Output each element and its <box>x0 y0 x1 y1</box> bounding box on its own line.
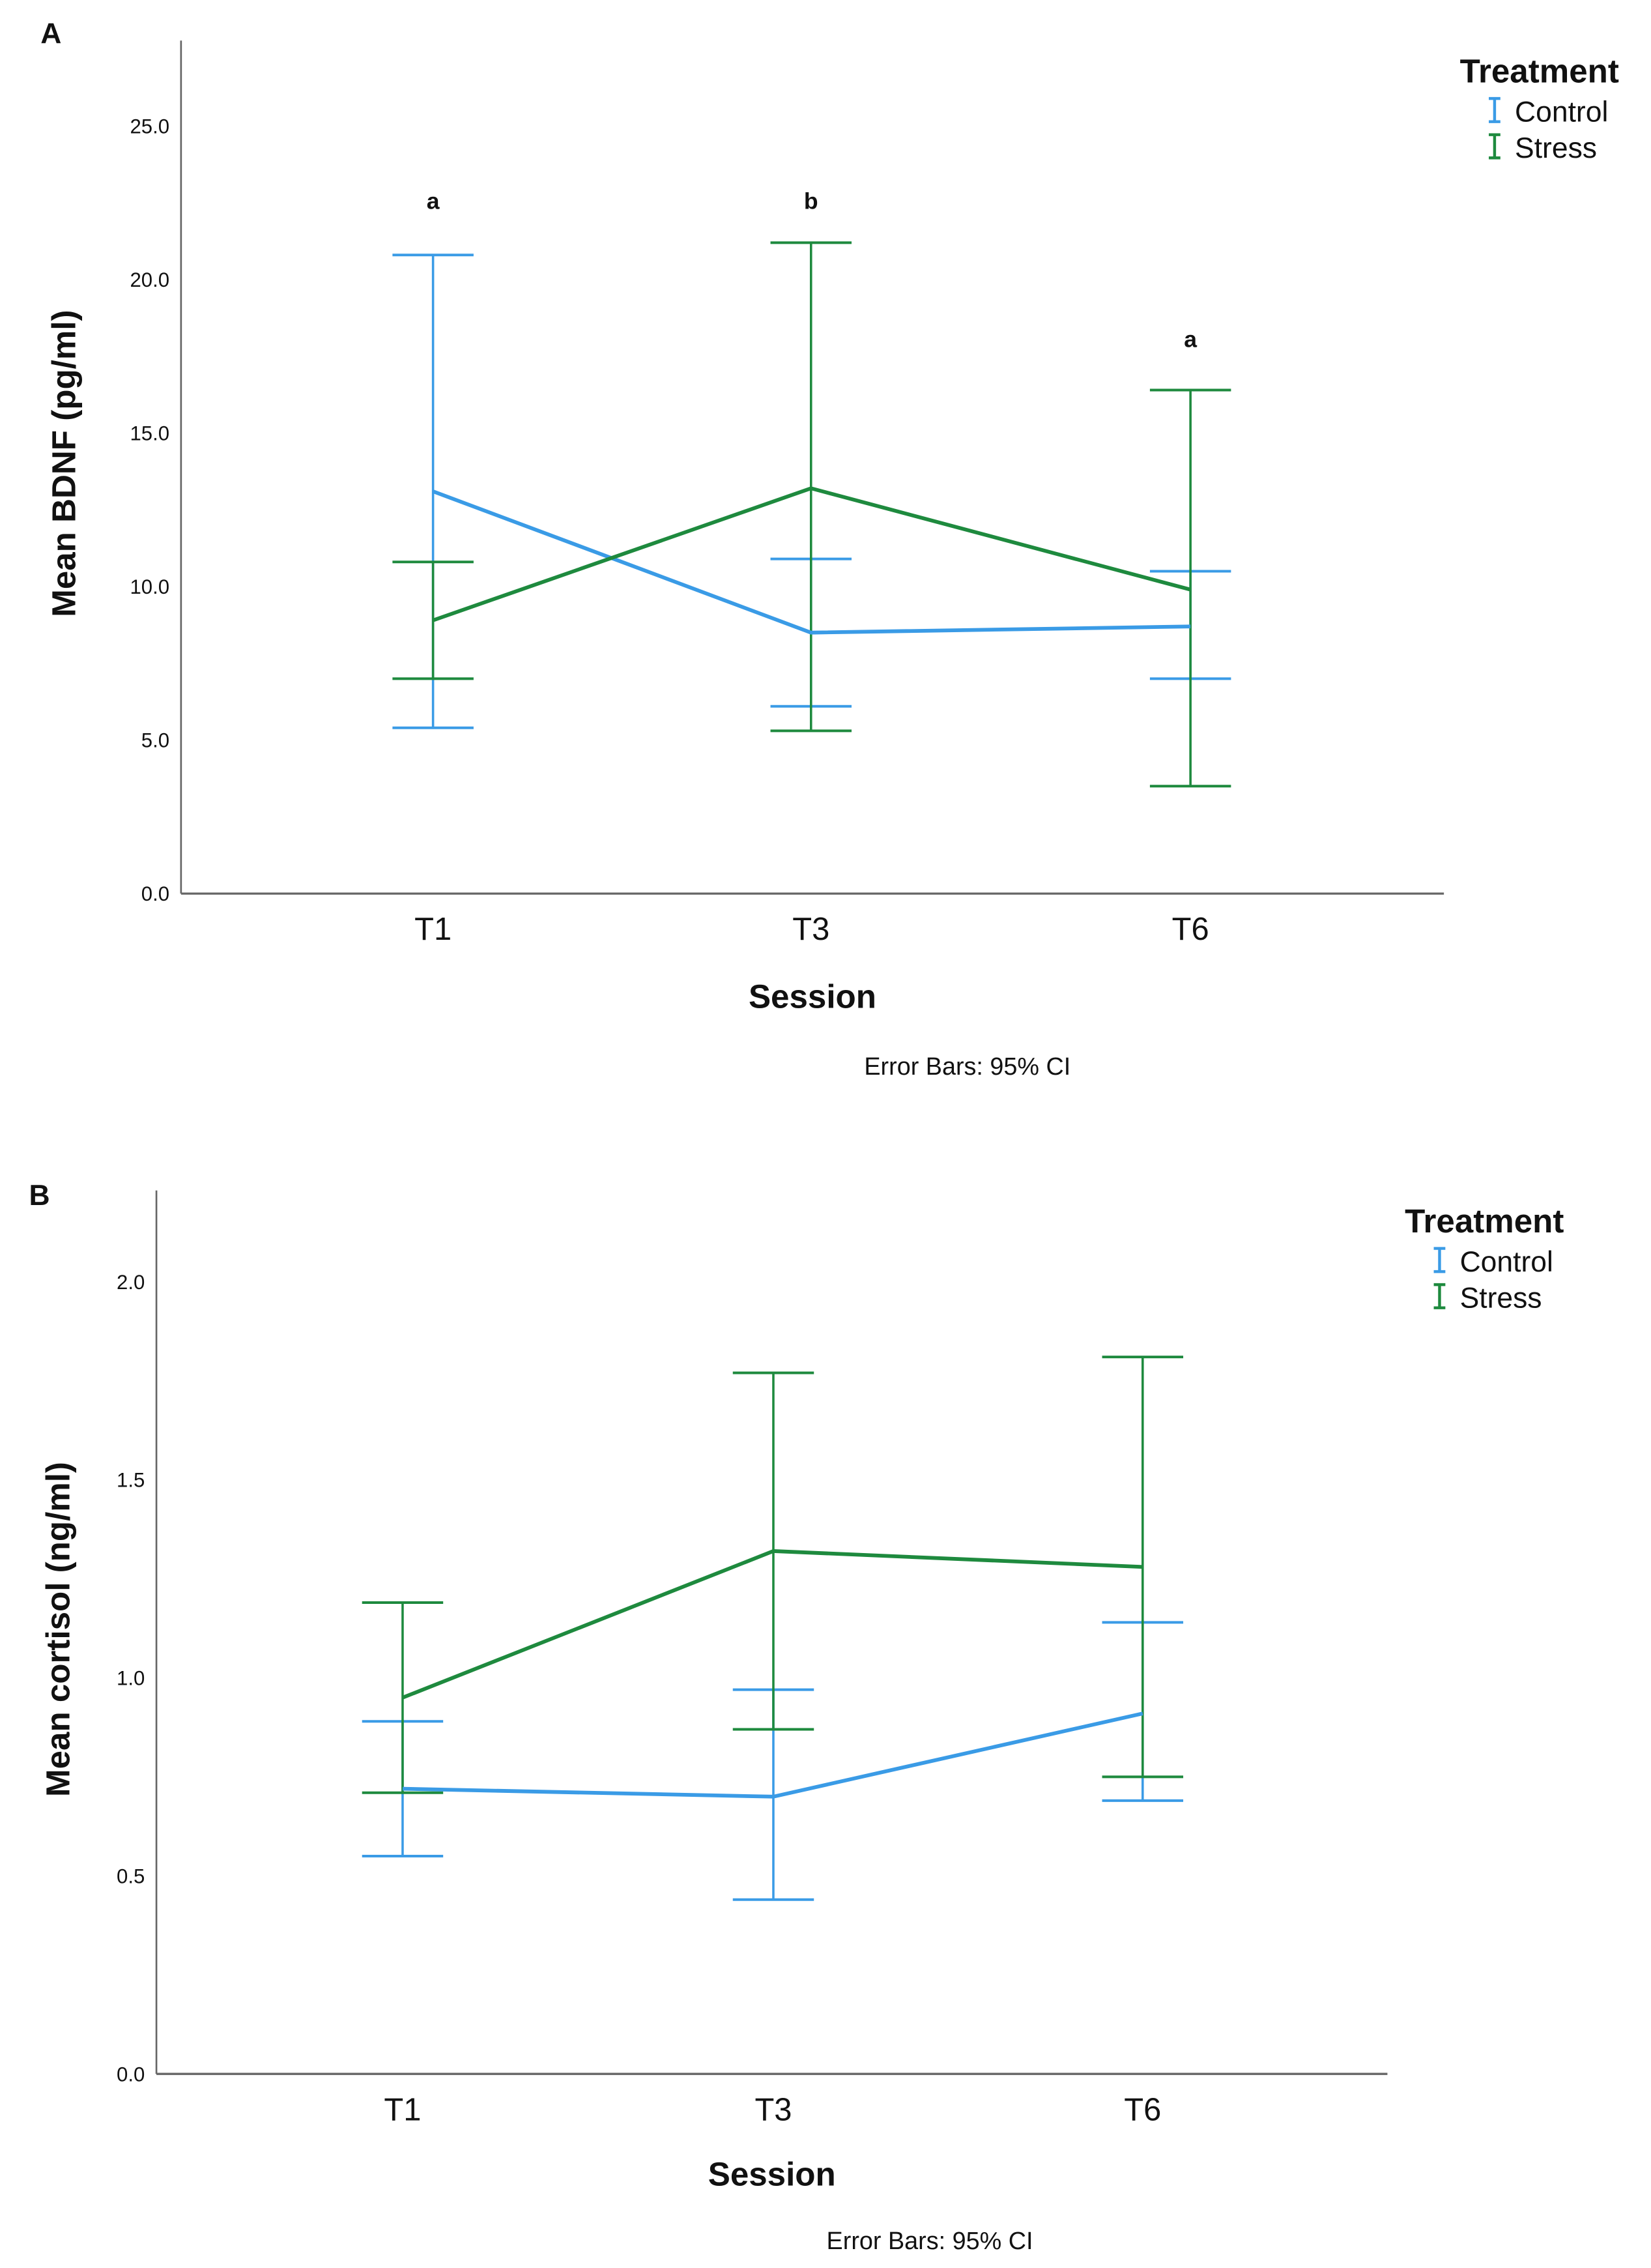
x-axis-title: Session <box>708 2155 836 2192</box>
panel-label: B <box>29 1180 50 1212</box>
y-tick-label: 20.0 <box>130 269 169 291</box>
y-tick-label: 1.5 <box>117 1469 145 1492</box>
legend-title: Treatment <box>1405 1202 1564 1240</box>
x-tick-label: T6 <box>1172 912 1209 947</box>
legend-label: Stress <box>1460 1283 1542 1315</box>
x-tick-label: T3 <box>792 912 829 947</box>
significance-letter: a <box>427 188 440 214</box>
series-line-control <box>432 489 1191 635</box>
x-tick-label: T1 <box>414 912 452 947</box>
legend: Treatment Control Stress <box>1460 53 1619 165</box>
legend-errorbar-icon <box>1489 133 1500 160</box>
error-bars-note: Error Bars: 95% CI <box>864 1053 1070 1081</box>
legend-errorbar-icon <box>1433 1283 1446 1309</box>
chart-panel-b: B 0.0 0.5 1.0 1.5 2.0 T1 T3 T6 Session Mean cortis… <box>29 1180 1564 2255</box>
y-tick-label: 0.0 <box>117 2063 145 2086</box>
x-tick-label: T6 <box>1124 2092 1161 2127</box>
x-tick-label: T3 <box>754 2092 792 2127</box>
panel-label: A <box>40 18 61 50</box>
series-line-stress <box>432 486 1191 622</box>
y-tick-label: 0.5 <box>117 1865 145 1887</box>
chart-panel-a: A 0.0 5.0 10.0 15.0 20.0 25.0 T1 T3 T6 Session Mean… <box>40 18 1619 1081</box>
significance-letter: a <box>1184 327 1197 353</box>
legend-errorbar-icon <box>1489 96 1500 123</box>
significance-letter: b <box>804 188 818 214</box>
legend-title: Treatment <box>1460 53 1619 90</box>
y-tick-label: 2.0 <box>117 1271 145 1294</box>
legend-label: Control <box>1515 96 1608 128</box>
series-line-control <box>402 1711 1143 1799</box>
y-axis-title: Mean BDNF (pg/ml) <box>46 310 83 617</box>
y-tick-label: 5.0 <box>141 729 169 752</box>
legend-label: Control <box>1460 1246 1553 1278</box>
legend-label: Stress <box>1515 132 1597 164</box>
y-tick-label: 0.0 <box>141 882 169 905</box>
legend: Treatment Control Stress <box>1405 1202 1564 1315</box>
series-line-stress <box>401 1549 1143 1700</box>
x-axis-title: Session <box>749 978 876 1015</box>
series-stress <box>362 1356 1184 1794</box>
x-tick-label: T1 <box>384 2092 421 2127</box>
series-stress <box>392 241 1231 788</box>
error-bars-note: Error Bars: 95% CI <box>827 2228 1033 2255</box>
y-axis-title: Mean cortisol (ng/ml) <box>40 1462 77 1797</box>
y-tick-label: 15.0 <box>130 422 169 445</box>
y-tick-label: 1.0 <box>117 1667 145 1690</box>
legend-errorbar-icon <box>1433 1247 1446 1273</box>
y-tick-label: 25.0 <box>130 115 169 138</box>
y-tick-label: 10.0 <box>130 575 169 598</box>
